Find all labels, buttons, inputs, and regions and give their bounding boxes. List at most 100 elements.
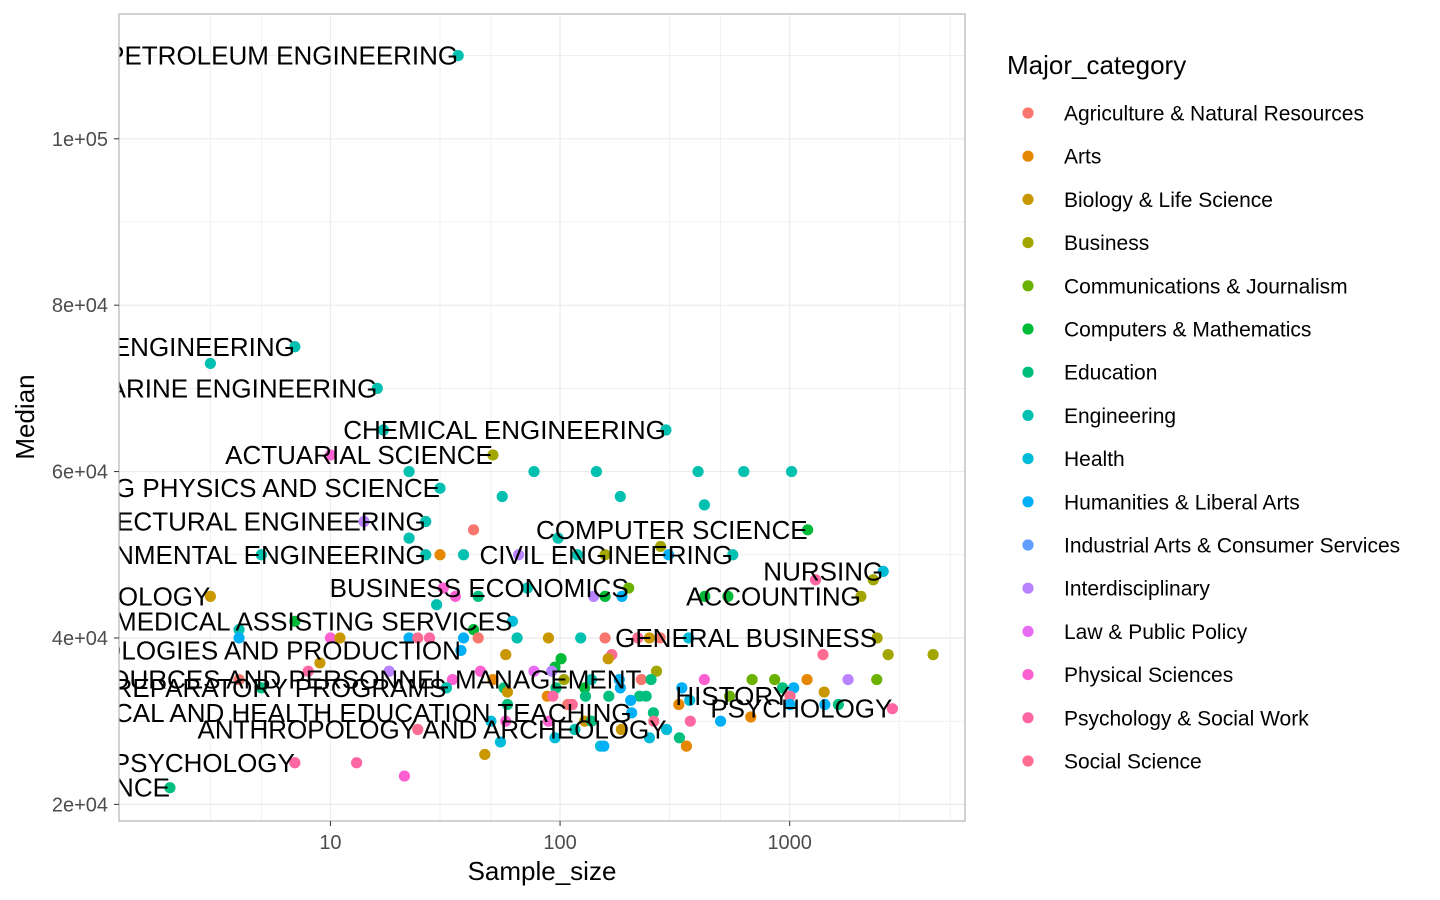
data-point	[599, 632, 611, 644]
data-point	[613, 673, 625, 686]
data-point	[440, 682, 453, 694]
x-tick-label: 10	[319, 832, 341, 854]
data-point	[420, 549, 432, 561]
data-point	[377, 424, 389, 436]
data-point	[434, 482, 446, 494]
y-tick-label: 4e+04	[52, 628, 108, 650]
data-point	[233, 673, 245, 686]
data-point	[660, 424, 672, 436]
legend-title: Major_category	[1007, 50, 1186, 80]
data-point	[727, 549, 739, 561]
y-tick-label: 2e+04	[52, 794, 108, 816]
data-point	[809, 574, 822, 586]
data-point	[255, 549, 267, 561]
data-point	[886, 703, 898, 715]
data-point	[585, 673, 598, 686]
data-point	[832, 698, 844, 711]
data-points	[164, 49, 939, 794]
x-tick-label: 100	[543, 832, 576, 854]
point-label: ENVIRONMENTAL ENGINEERING	[15, 540, 425, 570]
data-point	[692, 465, 704, 478]
data-point	[449, 590, 461, 602]
point-label: PSYCHOLOGY	[710, 694, 892, 724]
legend-key	[1022, 150, 1034, 162]
data-point	[784, 690, 796, 702]
data-point	[647, 707, 660, 719]
data-point	[640, 690, 652, 702]
point-label: COMPUTER SCIENCE	[536, 515, 808, 545]
data-point	[871, 632, 883, 644]
data-point	[204, 590, 216, 602]
data-point	[324, 632, 337, 644]
point-label: PREPARATORY PROGRAMS	[96, 673, 446, 703]
data-point	[566, 698, 578, 711]
data-point	[579, 682, 591, 694]
data-point	[500, 649, 512, 661]
legend-label: Health	[1064, 448, 1125, 471]
data-point	[494, 736, 507, 748]
data-point	[547, 690, 559, 702]
data-point	[698, 673, 710, 686]
data-point	[676, 682, 688, 694]
data-point	[699, 590, 711, 602]
point-label: CIVIL ENGINEERING	[479, 540, 732, 570]
data-point	[684, 715, 696, 727]
legend-key	[1022, 755, 1034, 767]
data-point	[467, 624, 480, 636]
data-point	[457, 632, 470, 644]
data-point	[324, 449, 337, 461]
data-point	[801, 673, 813, 686]
data-point	[431, 599, 443, 611]
point-label: HISTORY	[675, 681, 790, 711]
data-point	[501, 686, 514, 698]
data-point	[403, 465, 415, 478]
data-point	[776, 682, 789, 694]
point-label: GENERAL BUSINESS	[615, 623, 877, 653]
data-point	[867, 574, 879, 586]
data-point	[528, 665, 540, 677]
data-point	[334, 632, 346, 644]
y-axis-ticks: 2e+04 4e+04 6e+04 8e+04 1e+05	[52, 129, 119, 816]
y-tick-label: 6e+04	[52, 462, 108, 484]
data-point	[663, 549, 675, 561]
data-point	[233, 624, 245, 636]
point-label: ACTUARIAL SCIENCE	[225, 440, 493, 470]
data-point	[738, 465, 750, 478]
point-label: ACCOUNTING	[686, 581, 861, 611]
data-point	[358, 515, 370, 528]
data-point	[590, 465, 603, 478]
data-point	[722, 590, 734, 602]
data-point	[403, 632, 415, 644]
data-point	[599, 590, 611, 602]
data-point	[513, 549, 525, 561]
data-point	[487, 673, 499, 686]
data-point	[434, 549, 446, 561]
legend-label: Agriculture & Natural Resources	[1064, 103, 1364, 126]
point-label: MEDICAL ASSISTING SERVICES	[115, 606, 512, 636]
x-tick-label: 1000	[767, 832, 812, 854]
data-point	[289, 341, 301, 353]
data-point	[648, 715, 660, 727]
data-point	[398, 770, 411, 782]
data-point	[673, 732, 686, 744]
legend-key	[1022, 625, 1034, 638]
data-point	[817, 649, 829, 661]
legend-label: Biology & Life Science	[1064, 189, 1273, 212]
legend-key	[1022, 669, 1034, 681]
data-point	[598, 740, 610, 752]
data-point	[602, 653, 614, 665]
data-point	[164, 782, 176, 794]
panel-border	[118, 13, 966, 822]
point-label: ENGINEERING PHYSICS AND SCIENCE	[0, 473, 440, 503]
data-point	[802, 524, 814, 536]
data-point	[579, 690, 592, 702]
data-point	[654, 632, 666, 644]
point-label: PHYSICAL AND HEALTH EDUCATION TEACHING	[36, 698, 632, 728]
legend-key	[1022, 280, 1034, 292]
data-point	[549, 732, 561, 744]
point-label: EDUCATIONAL PSYCHOLOGY	[0, 748, 295, 778]
data-point	[558, 673, 570, 686]
data-point	[683, 632, 695, 644]
data-point	[632, 632, 644, 644]
legend-key	[1022, 496, 1034, 508]
